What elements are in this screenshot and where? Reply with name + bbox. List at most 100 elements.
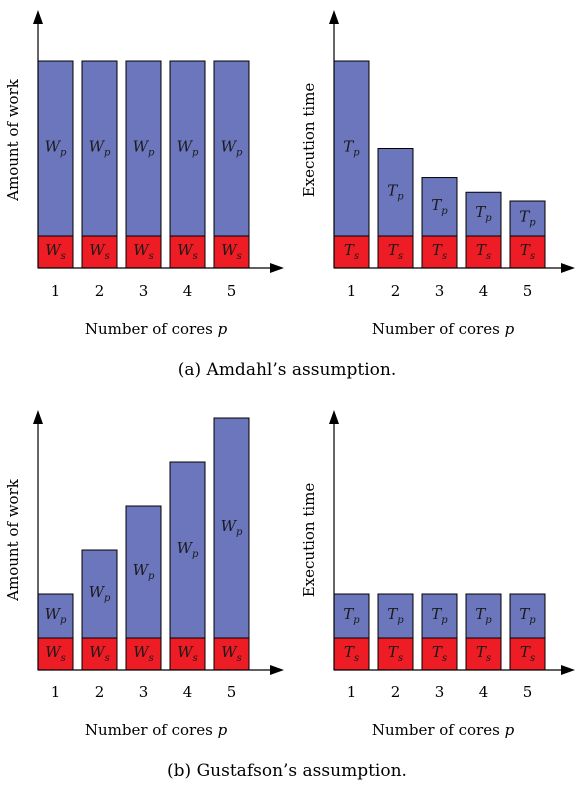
bar-label-ts-5: Ts [520, 643, 535, 664]
caption-b: (b) Gustafson’s assumption. [167, 761, 407, 781]
x-tick-label-5: 5 [227, 282, 237, 300]
bar-label-ws-3: Ws [133, 643, 154, 664]
bar-label-tp-2: Tp [387, 181, 404, 202]
x-axis-arrow [561, 665, 575, 675]
y-axis-arrow [33, 410, 43, 424]
bar-label-tp-4: Tp [475, 203, 492, 224]
x-tick-label-3: 3 [435, 683, 445, 701]
x-tick-label-4: 4 [479, 683, 489, 701]
amdahl-time-chart: Ts Tp 1 Ts Tp 2 Ts Tp 3 Ts Tp 4 Ts Tp 5 Execution time N… [300, 10, 575, 338]
bar-wp-5 [213, 417, 250, 639]
bar-tp-3 [421, 593, 458, 639]
bar-label-wp-3: Wp [133, 138, 155, 159]
bar-tp-2 [377, 593, 414, 639]
y-axis-label: Amount of work [4, 78, 22, 202]
bar-wp-5 [213, 60, 250, 237]
bar-label-ws-1: Ws [45, 643, 66, 664]
bar-label-wp-3: Wp [133, 561, 155, 582]
bar-label-wp-2: Wp [89, 583, 111, 604]
bar-wp-3 [125, 60, 162, 237]
bar-tp-4 [465, 191, 502, 237]
x-tick-label-3: 3 [139, 683, 149, 701]
y-axis-arrow [33, 10, 43, 24]
bar-ts-5 [509, 637, 546, 671]
x-axis-label: Number of cores p [85, 320, 228, 338]
x-tick-label-4: 4 [183, 282, 193, 300]
bar-ws-4 [169, 235, 206, 269]
bar-label-wp-4: Wp [177, 138, 199, 159]
bar-ts-3 [421, 637, 458, 671]
bar-label-tp-1: Tp [343, 138, 360, 159]
bar-tp-5 [509, 593, 546, 639]
bar-wp-2 [81, 549, 118, 639]
bar-wp-2 [81, 60, 118, 237]
bar-tp-5 [509, 200, 546, 237]
bar-label-ws-2: Ws [89, 241, 110, 262]
bar-tp-2 [377, 148, 414, 237]
bar-wp-1 [37, 593, 74, 639]
x-tick-label-5: 5 [227, 683, 237, 701]
y-axis-label: Execution time [300, 483, 318, 598]
x-tick-label-1: 1 [51, 683, 61, 701]
x-tick-label-4: 4 [479, 282, 489, 300]
bar-label-wp-4: Wp [177, 539, 199, 560]
bar-ts-4 [465, 235, 502, 269]
x-tick-label-2: 2 [95, 683, 105, 701]
x-axis-label: Number of cores p [372, 721, 515, 739]
bar-ws-5 [213, 235, 250, 269]
bar-ws-4 [169, 637, 206, 671]
bar-label-wp-5: Wp [221, 517, 243, 538]
bar-wp-1 [37, 60, 74, 237]
y-axis-arrow [329, 410, 339, 424]
bar-tp-3 [421, 177, 458, 237]
bar-label-ts-4: Ts [476, 643, 491, 664]
x-tick-label-1: 1 [347, 683, 357, 701]
bar-label-ws-5: Ws [221, 643, 242, 664]
x-tick-label-3: 3 [139, 282, 149, 300]
bar-label-ts-2: Ts [388, 643, 403, 664]
bar-label-wp-1: Wp [45, 605, 67, 626]
gustafson-time-chart: Ts Tp 1 Ts Tp 2 Ts Tp 3 Ts Tp 4 Ts Tp 5 Execution time N… [300, 410, 575, 739]
x-tick-label-4: 4 [183, 683, 193, 701]
gustafson-work-chart: Ws Wp 1 Ws Wp 2 Ws Wp 3 Ws Wp 4 Ws Wp 5 Amount of work N… [4, 410, 284, 739]
bar-label-ts-4: Ts [476, 241, 491, 262]
bar-label-ts-1: Ts [344, 241, 359, 262]
amdahl-work-chart: Ws Wp 1 Ws Wp 2 Ws Wp 3 Ws Wp 4 Ws Wp 5 Amount of work N… [4, 10, 284, 338]
bar-ws-5 [213, 637, 250, 671]
x-tick-label-3: 3 [435, 282, 445, 300]
bar-label-ws-4: Ws [177, 643, 198, 664]
y-axis-arrow [329, 10, 339, 24]
x-tick-label-2: 2 [391, 282, 401, 300]
bar-label-ts-3: Ts [432, 643, 447, 664]
bar-wp-4 [169, 461, 206, 639]
y-axis-label: Amount of work [4, 478, 22, 602]
x-tick-label-1: 1 [51, 282, 61, 300]
bar-label-tp-3: Tp [431, 196, 448, 217]
x-tick-label-2: 2 [95, 282, 105, 300]
bar-label-tp-5: Tp [519, 208, 536, 229]
bar-label-ts-3: Ts [432, 241, 447, 262]
bar-label-ts-1: Ts [344, 643, 359, 664]
bar-label-ws-1: Ws [45, 241, 66, 262]
bar-label-tp-1: Tp [343, 605, 360, 626]
bar-ts-3 [421, 235, 458, 269]
bar-label-tp-4: Tp [475, 605, 492, 626]
bar-label-wp-2: Wp [89, 138, 111, 159]
bar-label-ws-2: Ws [89, 643, 110, 664]
x-axis-arrow [561, 263, 575, 273]
bar-label-ws-5: Ws [221, 241, 242, 262]
bar-tp-4 [465, 593, 502, 639]
x-axis-label: Number of cores p [85, 721, 228, 739]
bar-ts-1 [333, 235, 370, 269]
bar-wp-3 [125, 505, 162, 639]
bar-wp-4 [169, 60, 206, 237]
x-tick-label-1: 1 [347, 282, 357, 300]
x-tick-label-2: 2 [391, 683, 401, 701]
bar-ws-3 [125, 637, 162, 671]
x-axis-label: Number of cores p [372, 320, 515, 338]
caption-a: (a) Amdahl’s assumption. [178, 360, 397, 380]
bar-label-ws-3: Ws [133, 241, 154, 262]
bar-label-ts-5: Ts [520, 241, 535, 262]
x-tick-label-5: 5 [523, 683, 533, 701]
